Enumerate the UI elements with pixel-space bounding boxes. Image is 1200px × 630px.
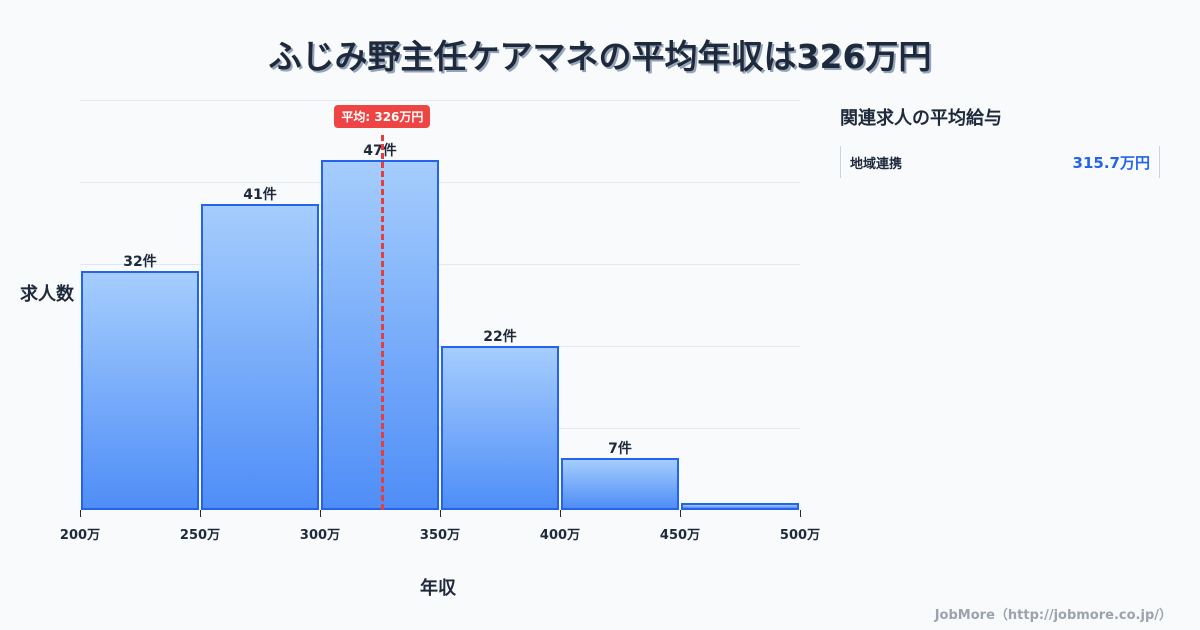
- histogram-bar: [441, 346, 559, 510]
- x-tick-label: 500万: [779, 528, 821, 543]
- y-axis-title: 求人数: [20, 284, 74, 305]
- histogram-plot: 32件 41件 47件 22件 7件 平均: 326万円: [80, 100, 800, 510]
- bar-value-label: 32件: [123, 254, 157, 271]
- x-tick: [320, 510, 321, 517]
- x-tick: [440, 510, 441, 517]
- histogram-bar: [681, 502, 799, 510]
- x-tick-label: 350万: [419, 528, 461, 543]
- x-tick: [80, 510, 81, 517]
- bar-value-label: 41件: [243, 187, 277, 204]
- related-job-item[interactable]: 地域連携 315.7万円: [840, 146, 1160, 178]
- x-tick-label: 450万: [659, 528, 701, 543]
- x-tick-label: 250万: [179, 528, 221, 543]
- bar-value-label: 7件: [608, 440, 632, 457]
- footer-credit: JobMore（http://jobmore.co.jp/）: [934, 608, 1172, 623]
- gridline: [80, 428, 800, 429]
- bar-value-label: 22件: [483, 329, 517, 345]
- related-salary-title: 関連求人の平均給与: [840, 108, 1002, 129]
- histogram-bar: [321, 159, 439, 510]
- gridline: [80, 100, 800, 101]
- x-tick-label: 200万: [59, 528, 101, 543]
- x-tick: [200, 510, 201, 517]
- histogram-bar: [81, 271, 199, 510]
- x-tick-label: 400万: [539, 528, 581, 543]
- histogram-bar: [201, 204, 319, 510]
- x-tick: [560, 510, 561, 517]
- average-line: [381, 135, 385, 510]
- bar-value-label: 47件: [363, 142, 397, 159]
- page-title: ふじみ野主任ケアマネの平均年収は326万円: [268, 37, 932, 76]
- x-tick: [680, 510, 681, 517]
- x-tick-label: 300万: [299, 528, 341, 543]
- related-job-salary: 315.7万円: [1072, 153, 1150, 172]
- gridline: [80, 346, 800, 347]
- histogram-bar: [561, 457, 679, 510]
- gridline: [80, 182, 800, 183]
- related-job-name: 地域連携: [850, 156, 903, 172]
- gridline: [80, 264, 800, 265]
- x-axis-title: 年収: [420, 578, 456, 599]
- average-badge: 平均: 326万円: [334, 105, 431, 128]
- x-tick: [800, 510, 801, 517]
